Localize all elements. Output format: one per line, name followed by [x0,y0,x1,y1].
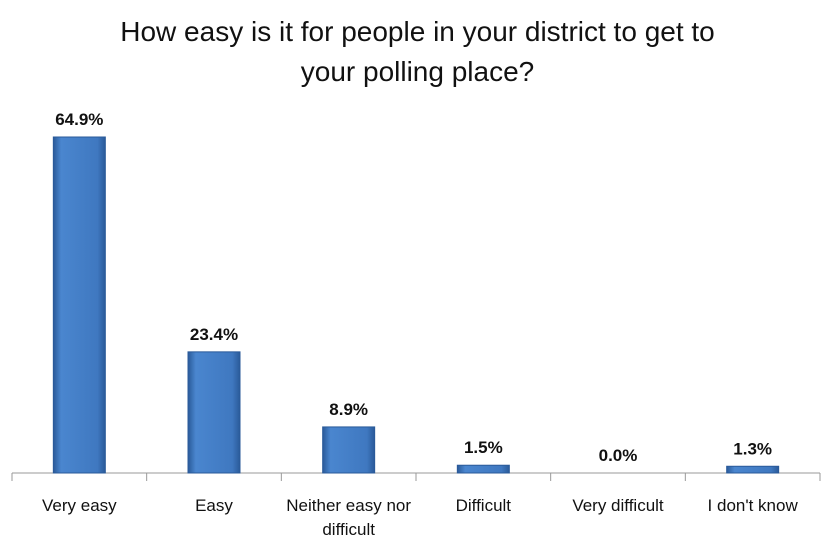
bar [726,465,780,474]
x-tick-label: Difficult [455,496,512,515]
bar [52,136,106,474]
value-label: 1.5% [464,438,503,457]
x-tick-label: Easy [195,496,233,515]
value-label: 1.3% [733,439,772,458]
value-label: 8.9% [329,400,368,419]
bar [456,464,510,474]
bar [322,426,376,474]
x-tick-label: Very difficult [572,496,664,515]
chart-title: How easy is it for people in your distri… [0,12,835,92]
value-label: 0.0% [599,446,638,465]
value-label: 64.9% [55,110,103,129]
value-label: 23.4% [190,325,238,344]
x-tick-label: Neither easy nor difficult [286,496,412,539]
chart-title-text: How easy is it for people in your distri… [120,16,715,87]
x-tick-label: Very easy [42,496,117,515]
bar [187,351,241,474]
x-tick-label: I don't know [707,496,798,515]
